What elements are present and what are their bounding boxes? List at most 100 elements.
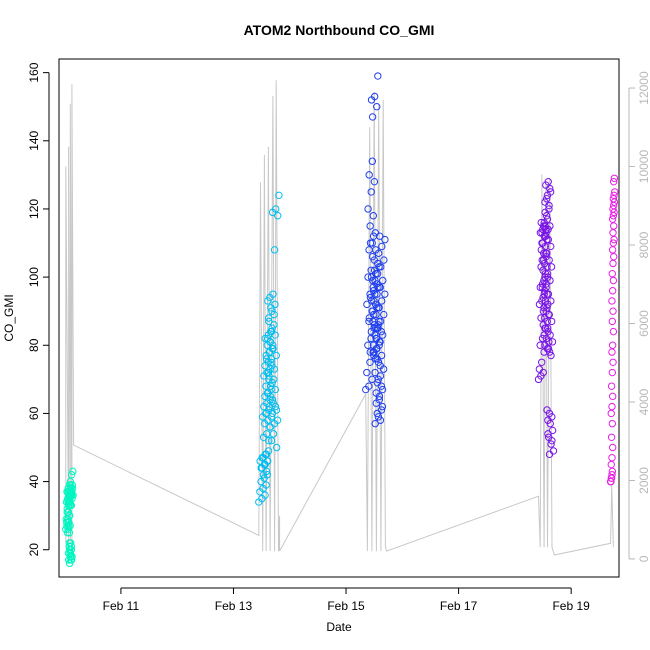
data-point — [544, 430, 552, 438]
data-point — [367, 297, 376, 305]
data-point — [538, 334, 547, 343]
data-point — [270, 310, 278, 319]
data-point — [65, 542, 74, 551]
data-point — [609, 229, 617, 237]
data-point — [544, 344, 553, 353]
data-point — [380, 310, 388, 319]
data-point — [363, 368, 371, 377]
data-point — [365, 317, 373, 326]
data-point — [546, 222, 554, 230]
data-point — [371, 368, 379, 377]
data-point — [608, 287, 617, 295]
y-tick-label: 160 — [27, 62, 41, 82]
y2-tick-label: 12000 — [637, 71, 650, 105]
data-point — [262, 467, 271, 476]
data-point — [609, 276, 618, 285]
data-point — [261, 450, 270, 459]
data-point — [548, 338, 557, 346]
data-point — [366, 222, 374, 230]
data-point — [261, 491, 269, 499]
data-point — [608, 297, 616, 305]
data-point — [373, 379, 382, 387]
data-point — [611, 188, 619, 196]
data-point — [373, 103, 381, 111]
data-point — [541, 208, 549, 217]
data-point — [377, 297, 386, 305]
data-point — [374, 304, 383, 312]
data-point — [545, 201, 553, 210]
data-point — [610, 191, 618, 200]
y2-tick-label: 10000 — [637, 150, 650, 184]
data-point — [545, 348, 554, 356]
data-point — [267, 304, 275, 312]
data-point — [271, 402, 280, 411]
data-point — [608, 246, 617, 254]
x-tick-label: Feb 13 — [215, 599, 253, 613]
data-point — [609, 177, 618, 186]
data-point — [363, 300, 371, 309]
data-point — [609, 327, 618, 336]
data-point — [547, 317, 556, 326]
y-tick-label: 60 — [27, 406, 41, 420]
data-point — [607, 477, 615, 486]
data-point — [366, 239, 375, 247]
data-point — [266, 382, 275, 390]
x-axis-label: Date — [326, 620, 352, 634]
data-point — [366, 358, 374, 366]
data-point — [275, 191, 283, 200]
chart-title: ATOM2 Northbound CO_GMI — [244, 22, 435, 38]
data-point — [271, 385, 280, 394]
y-tick-label: 140 — [27, 130, 41, 150]
data-point — [273, 416, 282, 424]
data-point — [65, 559, 74, 568]
data-point — [265, 317, 273, 326]
data-point — [269, 290, 277, 298]
data-point — [263, 457, 272, 465]
data-point — [546, 276, 554, 285]
data-point — [370, 297, 378, 305]
data-point — [544, 324, 552, 332]
y2-tick-label: 2000 — [637, 467, 650, 494]
data-point — [378, 331, 387, 339]
data-point — [368, 113, 377, 121]
data-point — [544, 177, 552, 186]
data-point — [274, 212, 282, 220]
data-point — [608, 215, 617, 223]
data-point — [372, 344, 381, 353]
data-point — [69, 467, 77, 476]
data-point — [608, 471, 616, 479]
data-point — [270, 246, 279, 254]
data-point — [265, 372, 273, 380]
data-point — [267, 358, 275, 366]
data-point — [610, 222, 618, 230]
data-point — [64, 525, 72, 533]
data-point — [372, 310, 380, 319]
data-point — [609, 259, 617, 268]
data-point — [270, 375, 278, 384]
y2-tick-label: 0 — [637, 555, 650, 562]
data-point — [378, 242, 386, 251]
data-point — [545, 310, 553, 319]
data-point — [609, 239, 618, 247]
data-point — [538, 358, 546, 366]
data-point — [542, 229, 550, 237]
data-point — [375, 392, 384, 401]
data-point — [374, 413, 383, 421]
y-tick-label: 100 — [27, 267, 41, 287]
data-point — [547, 351, 555, 360]
data-point — [270, 365, 278, 373]
y2-tick-label: 8000 — [637, 231, 650, 258]
data-point — [272, 443, 281, 452]
data-point — [269, 344, 277, 353]
data-point — [546, 331, 554, 339]
data-point — [267, 413, 275, 421]
data-point — [65, 529, 74, 537]
data-point — [374, 72, 382, 80]
data-point — [267, 436, 276, 445]
data-point — [268, 379, 276, 387]
data-point — [378, 385, 387, 394]
data-point — [379, 365, 388, 373]
data-point — [608, 467, 617, 476]
